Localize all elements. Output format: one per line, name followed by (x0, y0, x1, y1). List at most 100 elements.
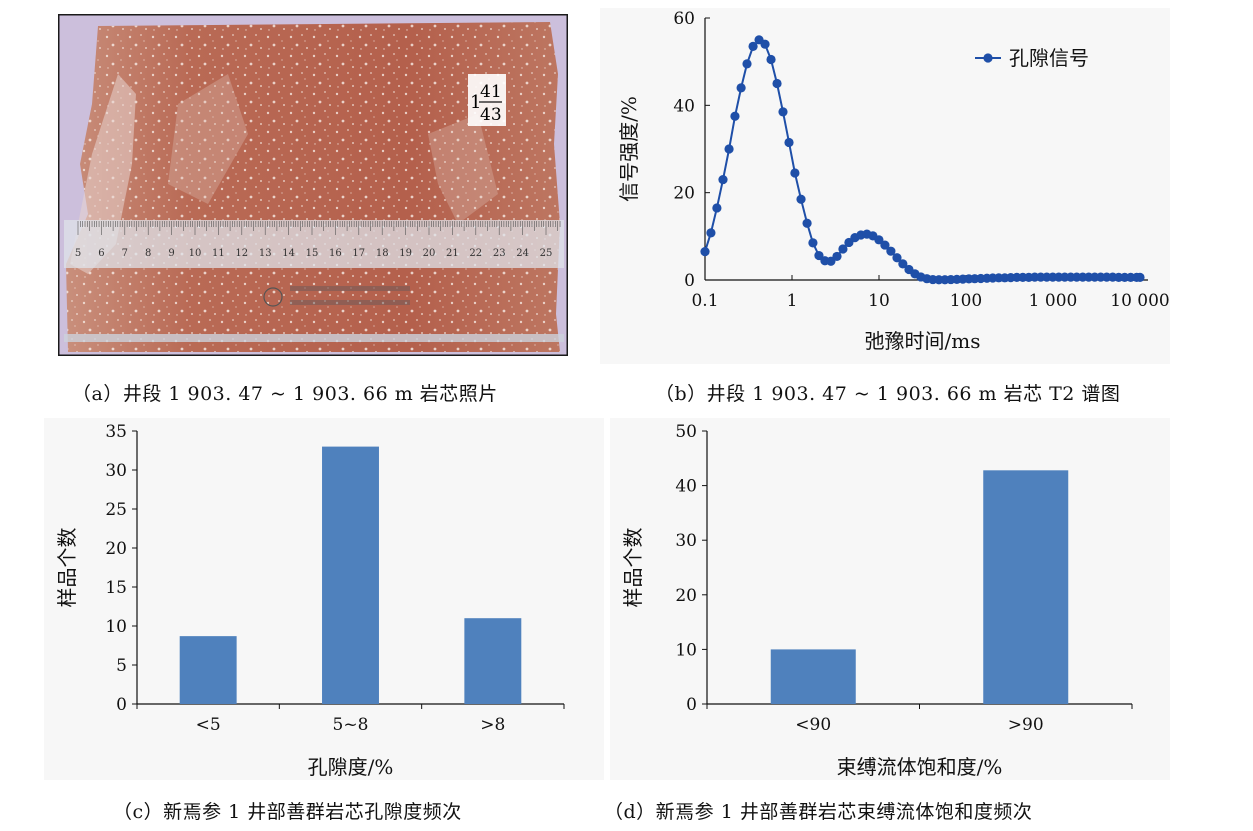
category-label: <90 (795, 715, 831, 735)
ruler-label: 22 (469, 248, 482, 259)
y-tick-label: 35 (105, 422, 127, 442)
legend-label: 孔隙信号 (1009, 46, 1089, 70)
data-point (808, 238, 818, 248)
y-tick-label: 10 (675, 640, 697, 660)
data-point (730, 111, 740, 121)
core-photo: 5 6 7 8 9 10 11 12 13 14 15 16 17 18 19 20 21 22 23 24 25 1 … (58, 14, 568, 356)
data-point (838, 244, 848, 254)
ruler-label: 9 (168, 248, 174, 259)
data-point (778, 107, 788, 117)
ruler-label: 16 (329, 248, 342, 259)
y-axis-label: 信号强度/% (617, 96, 641, 202)
t2-spectrum-chart: 0 20 40 60 0.1 1 10 100 1 000 10 000 弛豫时间/ms 信号强度/%… (600, 8, 1170, 364)
data-point (886, 246, 896, 256)
x-axis-label: 束缚流体饱和度/% (837, 755, 1003, 779)
caption-b: （b）井段 1 903. 47 ~ 1 903. 66 m 岩芯 T2 谱图 (655, 383, 1121, 405)
y-tick-label: 10 (105, 617, 127, 637)
data-point (706, 228, 716, 238)
ruler-label: 17 (352, 248, 365, 259)
saturation-frequency-panel: 0 10 20 30 40 50 <90 >90 束缚流体饱和度/% 样品个数 (610, 418, 1170, 780)
y-tick-label: 0 (684, 271, 695, 291)
y-tick-label: 30 (105, 461, 127, 481)
ruler-label: 20 (423, 248, 436, 259)
x-axis-label: 孔隙度/% (308, 755, 394, 779)
data-point (736, 83, 746, 93)
category-label: >90 (1008, 715, 1044, 735)
ruler-label: 14 (282, 248, 295, 259)
x-tick-label: 1 000 (1029, 291, 1078, 311)
core-photo-panel: 5 6 7 8 9 10 11 12 13 14 15 16 17 18 19 20 21 22 23 24 25 1 … (58, 14, 568, 356)
data-point (898, 259, 908, 269)
x-tick-label: 10 (868, 291, 890, 311)
data-point (874, 235, 884, 245)
bar (179, 636, 237, 704)
data-point (700, 247, 710, 257)
data-point (718, 174, 728, 185)
ruler-label: 7 (122, 248, 128, 259)
x-tick-label: 0.1 (691, 291, 718, 311)
bar (770, 649, 856, 704)
ruler-label: 5 (75, 248, 81, 259)
caption-a: （a）井段 1 903. 47 ~ 1 903. 66 m 岩芯照片 (72, 383, 498, 405)
y-tick-label: 60 (673, 9, 695, 29)
category-label: <5 (196, 715, 221, 735)
y-tick-label: 0 (116, 695, 127, 715)
y-tick-label: 20 (675, 586, 697, 606)
data-point (814, 250, 824, 261)
y-tick-label: 15 (105, 578, 127, 598)
ruler-label: 19 (399, 248, 412, 259)
data-point (766, 54, 776, 65)
ruler-label: 18 (376, 248, 389, 259)
y-tick-label: 40 (675, 477, 697, 497)
data-point (796, 194, 806, 204)
data-point (760, 39, 770, 49)
data-point (748, 41, 758, 51)
y-tick-label: 30 (675, 531, 697, 551)
ruler-label: 15 (306, 248, 319, 259)
ruler-label: 8 (145, 248, 151, 259)
depth-prefix: 1 (470, 92, 481, 113)
x-tick-label: 1 (787, 291, 798, 311)
y-tick-label: 20 (673, 184, 695, 204)
caption-c: （c）新焉参 1 井部善群岩芯孔隙度频次 (113, 801, 462, 823)
depth-bottom: 43 (480, 105, 502, 125)
ruler-label: 6 (98, 248, 104, 259)
category-label: >8 (480, 715, 505, 735)
bar (983, 470, 1069, 704)
ruler-label: 11 (212, 248, 225, 259)
porosity-frequency-chart: 0 5 10 15 20 25 30 35 <5 5~8 >8 孔隙度/% 样品个数 (44, 418, 604, 780)
bar (322, 446, 379, 704)
ruler-label: 13 (259, 248, 272, 259)
data-point (790, 168, 800, 178)
data-point (784, 137, 794, 148)
t2-spectrum-panel: 0 20 40 60 0.1 1 10 100 1 000 10 000 弛豫时间/ms 信号强度/%… (600, 8, 1170, 364)
data-point (772, 78, 782, 89)
porosity-frequency-panel: 0 5 10 15 20 25 30 35 <5 5~8 >8 孔隙度/% 样品个数 (44, 418, 604, 780)
x-tick-label: 10 000 (1110, 291, 1169, 311)
ruler-label: 10 (189, 248, 202, 259)
y-tick-label: 5 (116, 656, 127, 676)
data-point (832, 251, 842, 262)
category-label: 5~8 (333, 715, 369, 735)
y-axis-label: 样品个数 (55, 528, 79, 608)
data-point (1135, 272, 1145, 282)
depth-top: 41 (480, 82, 502, 102)
y-tick-label: 50 (675, 422, 697, 442)
legend-marker (983, 53, 993, 63)
ruler-label: 12 (235, 248, 248, 259)
data-point (880, 240, 890, 250)
ruler-label: 21 (446, 248, 459, 259)
y-tick-label: 20 (105, 539, 127, 559)
y-tick-label: 40 (673, 96, 695, 116)
y-tick-label: 25 (105, 500, 127, 520)
data-point (712, 203, 722, 213)
ruler (64, 220, 564, 268)
x-tick-label: 100 (950, 291, 982, 311)
ruler-label: 23 (493, 248, 506, 259)
data-point (892, 253, 902, 263)
x-axis-label: 弛豫时间/ms (865, 329, 981, 353)
caption-d: （d）新焉参 1 井部善群岩芯束缚流体饱和度频次 (604, 801, 1033, 823)
data-point (802, 218, 812, 228)
ruler-label: 25 (540, 248, 553, 259)
data-point (742, 59, 752, 69)
